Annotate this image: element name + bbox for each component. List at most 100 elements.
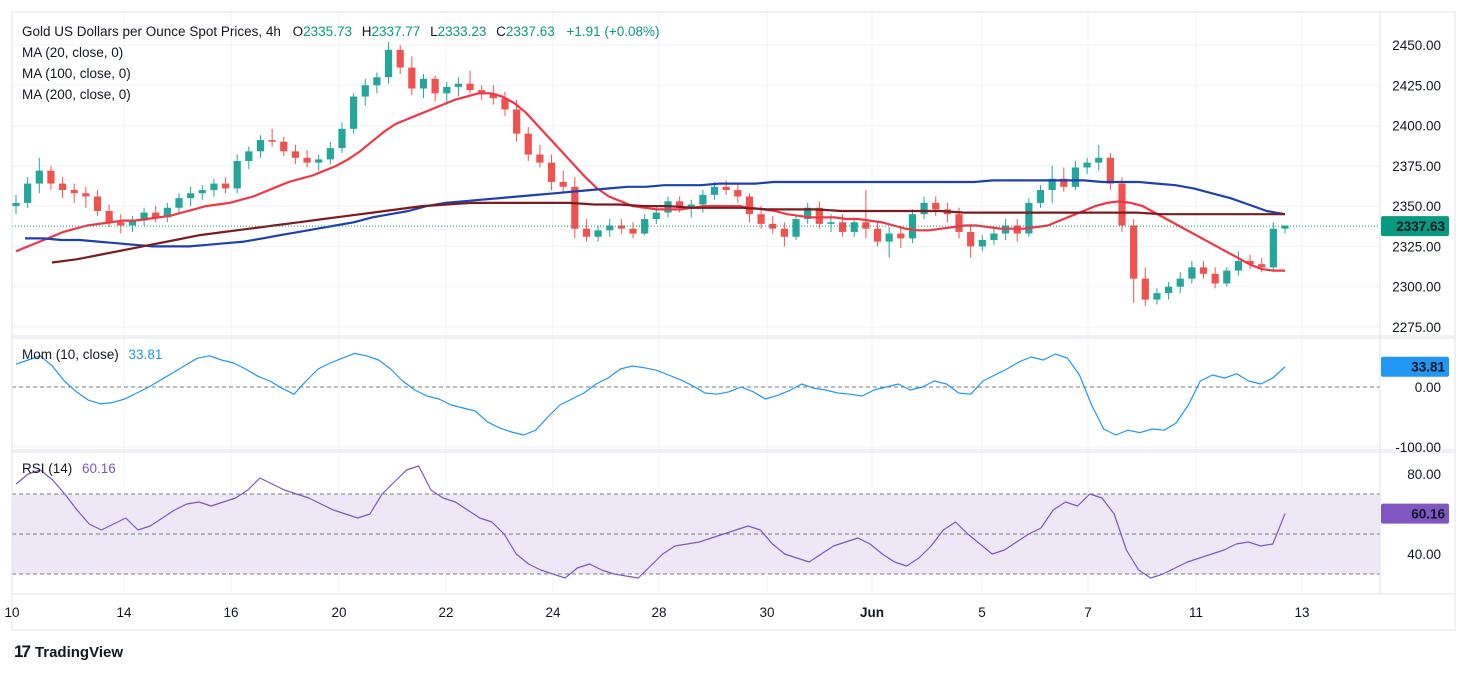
main-panel-frame (11, 11, 1456, 337)
momentum-legend[interactable]: Mom (10, close) 33.81 (22, 347, 162, 362)
candle-body (268, 140, 276, 142)
candle-body (571, 186, 579, 229)
candle-body (70, 190, 78, 194)
candle-body (1153, 293, 1161, 300)
last-price-tag-bg (1381, 216, 1449, 237)
y-tick-label: 2400.00 (1392, 119, 1441, 134)
x-tick-label: 10 (4, 605, 19, 620)
low-value: 2333.23 (437, 24, 487, 39)
tradingview-logo[interactable]: 17 TradingView (14, 642, 123, 662)
close-label: C (496, 24, 506, 39)
price-axis[interactable]: 2450.00 2425.00 2400.00 2375.00 2350.00 2325.… (1392, 38, 1441, 562)
y-tick-label: 40.00 (1407, 547, 1441, 562)
candle-body (1130, 225, 1138, 279)
high-value: 2337.77 (371, 24, 421, 39)
y-tick-label: 2350.00 (1392, 199, 1441, 214)
candle-body (1083, 162, 1091, 168)
value-tags: 2337.63 33.81 60.16 (1381, 216, 1449, 524)
candle-body (117, 222, 125, 226)
candle-body (128, 220, 137, 226)
oscillator-lines (15, 352, 1286, 579)
candle-body (990, 233, 998, 240)
candle-body (1258, 264, 1266, 268)
candle-body (1269, 228, 1277, 268)
ma100-line (25, 179, 1286, 248)
y-tick-label: 2300.00 (1392, 280, 1441, 295)
candle-body (559, 181, 567, 187)
chart-legend: Gold US Dollars per Ounce Spot Prices, 4… (22, 24, 660, 39)
tradingview-icon: 17 (14, 642, 31, 661)
candle-body (221, 183, 230, 189)
candle-body (431, 78, 439, 94)
candle-body (1025, 202, 1033, 234)
x-tick-label: 16 (223, 605, 238, 620)
time-axis[interactable]: 10 14 16 20 22 24 28 30 Jun 5 7 11 13 (4, 605, 1309, 620)
symbol-title[interactable]: Gold US Dollars per Ounce Spot Prices, 4… (22, 24, 281, 39)
candle-body (675, 201, 684, 208)
ma20-legend[interactable]: MA (20, close, 0) (22, 45, 124, 60)
x-tick-label: 7 (1084, 605, 1092, 620)
candle-body (769, 223, 777, 229)
candle-body (1071, 167, 1080, 187)
momentum-value-tag: 33.81 (1411, 360, 1445, 375)
x-tick-label: 30 (759, 605, 774, 620)
candle-body (652, 212, 660, 220)
y-tick-label: 0.00 (1415, 380, 1441, 395)
candle-body (361, 85, 369, 97)
candle-body (373, 77, 381, 86)
candle-body (838, 222, 847, 232)
reference-lines (12, 386, 1380, 575)
candle-body (536, 154, 544, 163)
y-tick-label: 80.00 (1407, 467, 1441, 482)
candle-body (920, 202, 928, 215)
candle-body (501, 98, 509, 110)
candle-body (1164, 286, 1173, 294)
x-tick-label: 14 (116, 605, 132, 620)
candle-body (722, 186, 730, 191)
open-label: O (292, 24, 304, 39)
x-tick-label: 24 (545, 605, 561, 620)
candle-body (745, 196, 754, 215)
candle-body (629, 228, 637, 234)
candle-body (594, 230, 602, 237)
candle-body (699, 194, 707, 205)
candle-body (1095, 157, 1103, 163)
candle-body (350, 96, 358, 129)
y-tick-label: 2275.00 (1392, 320, 1441, 335)
candle-body (245, 151, 253, 162)
candle-body (396, 49, 404, 68)
candle-body (338, 128, 346, 149)
momentum-panel-frame (11, 337, 1456, 451)
x-tick-label: Jun (860, 605, 884, 620)
candle-body (478, 90, 486, 94)
ma100-legend[interactable]: MA (100, close, 0) (22, 66, 131, 81)
candle-body (1036, 190, 1045, 203)
panel-frames (11, 11, 1456, 631)
candle-body (140, 212, 148, 221)
rsi-value: 60.16 (82, 461, 116, 476)
candle-body (606, 225, 614, 231)
candle-body (47, 170, 55, 184)
candle-body (978, 239, 986, 247)
candle-body (408, 67, 416, 89)
candle-body (1118, 183, 1126, 226)
candle-body (710, 186, 719, 195)
candle-body (582, 228, 591, 237)
candle-body (617, 225, 626, 229)
x-tick-label: 5 (978, 605, 986, 620)
candle-body (827, 222, 835, 224)
candle-body (687, 204, 695, 208)
rsi-legend[interactable]: RSI (14) 60.16 (22, 461, 116, 476)
ma200-legend[interactable]: MA (200, close, 0) (22, 87, 131, 102)
momentum-line (15, 352, 1286, 436)
candle-body (466, 83, 474, 91)
candle-body (897, 233, 905, 239)
candle-body (862, 222, 870, 229)
x-tick-label: 11 (1189, 605, 1203, 620)
candle-body (12, 202, 20, 207)
candle-body (1141, 278, 1149, 300)
x-tick-label: 22 (438, 605, 453, 620)
candle-body (1176, 278, 1184, 287)
candle-body (1199, 267, 1208, 274)
